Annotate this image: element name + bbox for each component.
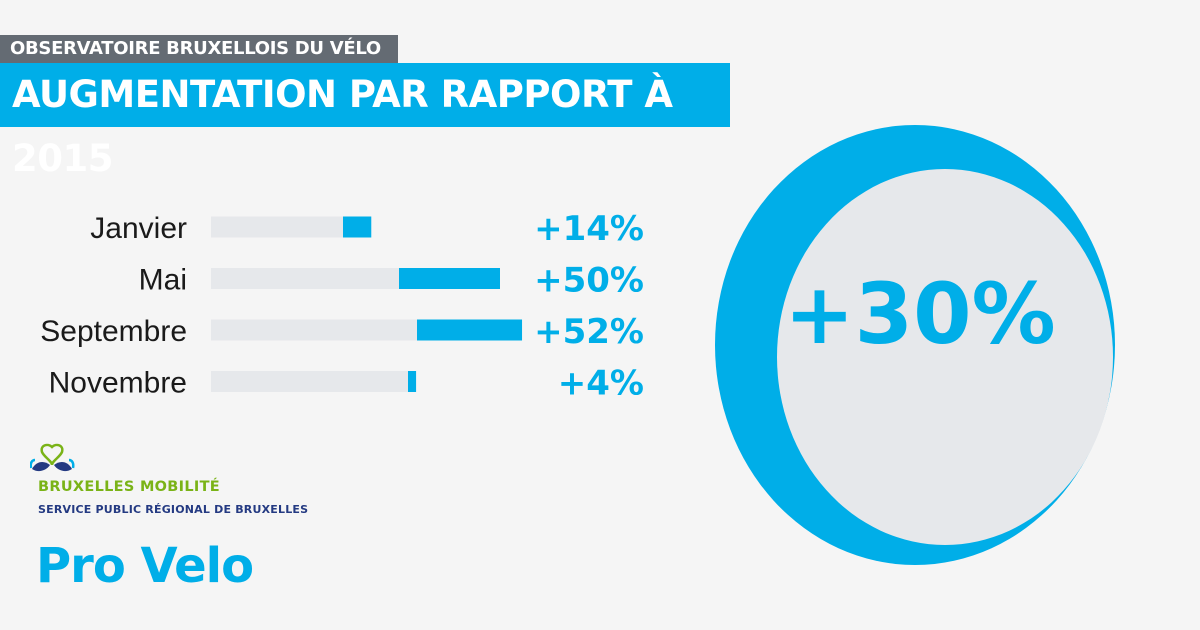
bar-increase-septembre	[417, 319, 523, 341]
total-circle: +30%	[715, 125, 1115, 565]
bar-baseline-novembre	[211, 371, 408, 392]
bar-baseline-septembre	[211, 319, 417, 341]
value-label-novembre: +4%	[558, 364, 644, 404]
bar-baseline-janvier	[211, 216, 343, 238]
total-circle-inner	[777, 169, 1113, 545]
bruxelles-mobilite-name: BRUXELLES MOBILITÉ	[38, 479, 220, 495]
bar-baseline-mai	[211, 268, 399, 289]
bar-increase-janvier	[343, 216, 372, 238]
category-label-septembre: Septembre	[40, 315, 187, 348]
category-label-janvier: Janvier	[90, 212, 187, 245]
value-label-septembre: +52%	[534, 312, 644, 352]
bar-increase-mai	[399, 268, 500, 289]
category-label-novembre: Novembre	[49, 367, 187, 400]
value-label-janvier: +14%	[534, 209, 644, 249]
value-label-mai: +50%	[534, 261, 644, 301]
category-label-mai: Mai	[139, 264, 187, 297]
header-title: AUGMENTATION PAR RAPPORT À 2015	[0, 63, 730, 180]
bar-increase-novembre	[408, 371, 417, 392]
header-subtitle: OBSERVATOIRE BRUXELLOIS DU VÉLO 2016	[0, 35, 398, 87]
provelo-logo: Pro Velo	[36, 538, 254, 594]
total-value-label: +30%	[784, 265, 1055, 363]
bruxelles-mobilite-subtitle: SERVICE PUBLIC RÉGIONAL DE BRUXELLES	[38, 503, 309, 516]
bar-chart: Janvier +14% Mai +50% Septembre +52% Novembre +…	[40, 209, 644, 404]
bruxelles-mobilite-logo-icon	[30, 443, 75, 472]
